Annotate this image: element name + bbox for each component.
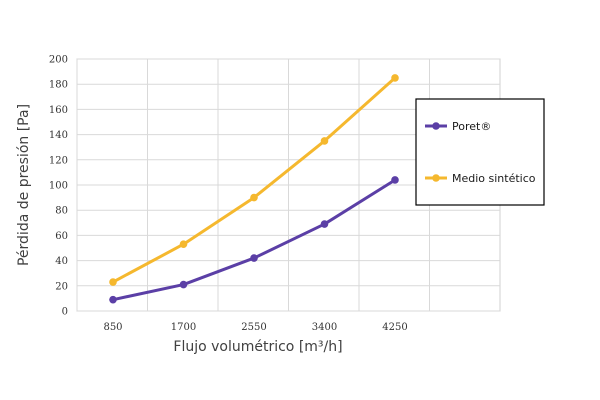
legend-marker — [432, 174, 440, 182]
data-point — [250, 193, 258, 202]
series-group — [109, 74, 399, 304]
x-tick-label: 1700 — [171, 322, 196, 333]
x-tick-label: 2550 — [241, 322, 266, 333]
y-tick-label: 100 — [49, 181, 68, 192]
legend-marker — [432, 122, 440, 130]
legend-label: Medio sintético — [452, 172, 536, 185]
y-axis-title: Pérdida de presión [Pa] — [16, 104, 32, 266]
y-tick-label: 80 — [55, 206, 68, 217]
x-axis-title: Flujo volumétrico [m³/h] — [173, 339, 342, 355]
y-tick-label: 60 — [55, 231, 68, 242]
data-point — [320, 220, 329, 228]
x-tick-label: 4250 — [382, 322, 407, 333]
data-point — [109, 295, 117, 304]
legend-label: Poret® — [452, 120, 491, 133]
x-tick-label: 850 — [103, 322, 122, 333]
data-point — [250, 254, 258, 262]
data-point — [320, 137, 329, 145]
data-point — [179, 280, 188, 289]
y-tick-label: 0 — [62, 307, 68, 318]
legend-box — [415, 98, 545, 206]
tick-labels: 0 20 40 60 80 100 120 140 160 180 200 850 1700 2550 34… — [49, 55, 408, 334]
data-point — [179, 240, 188, 249]
y-tick-label: 160 — [49, 105, 68, 116]
data-point — [391, 74, 399, 82]
y-tick-label: 20 — [55, 281, 68, 292]
y-tick-label: 140 — [49, 130, 68, 141]
legend: Poret® Medio sintético — [415, 98, 545, 206]
data-point — [109, 278, 117, 286]
x-tick-label: 3400 — [312, 322, 337, 333]
y-tick-label: 200 — [49, 55, 68, 66]
y-tick-label: 120 — [49, 155, 68, 166]
y-tick-label: 40 — [55, 256, 68, 267]
data-point — [391, 176, 399, 184]
y-tick-label: 180 — [49, 80, 68, 91]
